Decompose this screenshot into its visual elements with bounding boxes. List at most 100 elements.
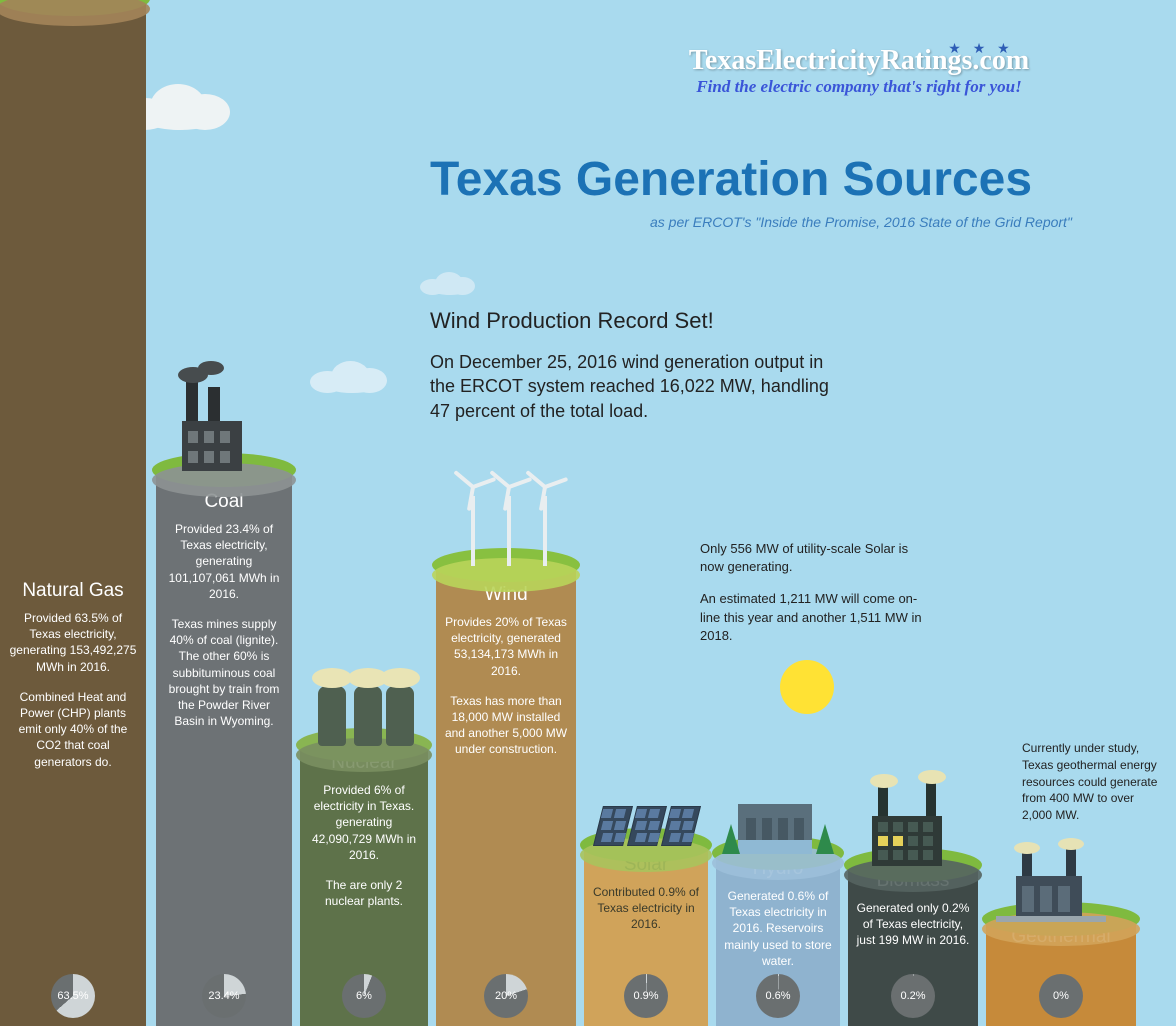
illus-part <box>182 421 242 471</box>
source-geothermal: Geothermal0% <box>986 0 1136 1026</box>
illus-part <box>471 496 475 566</box>
source-para1: Provided 23.4% of Texas electricity, gen… <box>156 521 292 602</box>
percent-pie: 6% <box>342 974 386 1018</box>
source-para2: The are only 2 nuclear plants. <box>300 877 428 909</box>
illus-part <box>722 824 740 854</box>
source-para1: Provides 20% of Texas electricity, gener… <box>436 614 576 679</box>
illus-part <box>923 836 933 846</box>
illus-part <box>542 477 568 490</box>
illus-part <box>458 472 488 502</box>
illus-part <box>878 822 888 832</box>
illus-part <box>354 686 382 746</box>
source-para1: Provided 6% of electricity in Texas. gen… <box>300 782 428 863</box>
illus-part <box>506 477 532 490</box>
illus-part <box>996 916 1106 922</box>
illus-part <box>208 387 220 421</box>
illus-part <box>893 822 903 832</box>
illus-part <box>204 431 214 443</box>
source-column: CoalProvided 23.4% of Texas electricity,… <box>156 471 292 1026</box>
source-wind: WindProvides 20% of Texas electricity, g… <box>436 0 576 1026</box>
illus-part <box>878 850 888 860</box>
illus-part <box>386 686 414 746</box>
illus-part <box>794 818 804 840</box>
illus-part <box>494 472 524 502</box>
percent-label: 0.6% <box>756 974 800 1018</box>
percent-label: 0.2% <box>891 974 935 1018</box>
illus-part <box>318 686 346 746</box>
source-hydro: HydroGenerated 0.6% of Texas electricity… <box>716 0 840 1026</box>
illus-part <box>870 774 898 788</box>
illus-part <box>1058 886 1070 912</box>
source-solar: SolarContributed 0.9% of Texas electrici… <box>584 0 708 1026</box>
source-para1: Generated 0.6% of Texas electricity in 2… <box>716 888 840 969</box>
percent-label: 20% <box>484 974 528 1018</box>
source-coal: CoalProvided 23.4% of Texas electricity,… <box>156 0 292 1026</box>
source-para2: Combined Heat and Power (CHP) plants emi… <box>0 689 146 770</box>
percent-pie: 0% <box>1039 974 1083 1018</box>
illus-part <box>312 668 352 688</box>
illus-part <box>746 818 756 840</box>
illus-part <box>918 770 946 784</box>
illus-part <box>380 668 420 688</box>
illus-part <box>530 472 560 502</box>
illus-part <box>778 818 788 840</box>
source-column: NuclearProvided 6% of electricity in Tex… <box>300 746 428 1026</box>
source-column: WindProvides 20% of Texas electricity, g… <box>436 566 576 1026</box>
illus-part <box>923 850 933 860</box>
illus-part <box>188 451 198 463</box>
percent-pie: 0.2% <box>891 974 935 1018</box>
illus-part <box>470 477 496 490</box>
illus-part <box>543 496 547 566</box>
infographic-canvas: ★ ★ ★TexasElectricityRatings.comFind the… <box>0 0 1176 1026</box>
illus-part <box>908 822 918 832</box>
source-biomass: BiomassGenerated only 0.2% of Texas elec… <box>848 0 978 1026</box>
source-nuclear: NuclearProvided 6% of electricity in Tex… <box>300 0 428 1026</box>
illus-part <box>908 836 918 846</box>
illus-part <box>507 496 511 566</box>
source-column: Natural Gas Provided 63.5% of Texas elect… <box>0 0 146 1026</box>
illus-part <box>762 818 772 840</box>
source-para2: Texas has more than 18,000 MW installed … <box>436 693 576 758</box>
column-text-host: CoalProvided 23.4% of Texas electricity,… <box>156 491 292 966</box>
percent-pie: 0.6% <box>756 974 800 1018</box>
percent-pie: 63.5% <box>51 974 95 1018</box>
illus-part <box>1040 886 1052 912</box>
source-para1: Provided 63.5% of Texas electricity, gen… <box>0 610 146 675</box>
illus-part <box>220 451 230 463</box>
percent-label: 0% <box>1039 974 1083 1018</box>
source-para2: Texas mines supply 40% of coal (lignite)… <box>156 616 292 729</box>
column-text-host: NuclearProvided 6% of electricity in Tex… <box>300 752 428 966</box>
illus-part <box>878 786 888 816</box>
column-text-host: Natural Gas Provided 63.5% of Texas elect… <box>0 580 146 966</box>
illus-part <box>926 782 936 816</box>
illus-part <box>1014 842 1040 854</box>
percent-label: 23.4% <box>202 974 246 1018</box>
source-title: Natural Gas <box>0 580 146 602</box>
illus-part <box>923 822 933 832</box>
percent-label: 63.5% <box>51 974 95 1018</box>
illus-part <box>1066 848 1076 876</box>
illus-part <box>878 836 888 846</box>
illus-part <box>1058 838 1084 850</box>
illus-part <box>1022 886 1034 912</box>
source-natural-gas: Natural Gas Provided 63.5% of Texas elect… <box>0 0 146 1026</box>
percent-label: 6% <box>342 974 386 1018</box>
illus-part <box>893 850 903 860</box>
illus-part <box>198 361 224 375</box>
percent-pie: 23.4% <box>202 974 246 1018</box>
source-para1: Generated only 0.2% of Texas electricity… <box>848 900 978 949</box>
illus-part <box>220 431 230 443</box>
illus-part <box>188 431 198 443</box>
illus-part <box>893 836 903 846</box>
source-column: SolarContributed 0.9% of Texas electrici… <box>584 846 708 1026</box>
illus-part <box>1022 852 1032 876</box>
illus-part <box>908 850 918 860</box>
column-text-host: WindProvides 20% of Texas electricity, g… <box>436 584 576 966</box>
illus-part <box>738 840 812 854</box>
illus-part <box>204 451 214 463</box>
percent-label: 0.9% <box>624 974 668 1018</box>
source-para1: Contributed 0.9% of Texas electricity in… <box>584 884 708 933</box>
percent-pie: 20% <box>484 974 528 1018</box>
percent-pie: 0.9% <box>624 974 668 1018</box>
illus-part <box>186 381 198 421</box>
